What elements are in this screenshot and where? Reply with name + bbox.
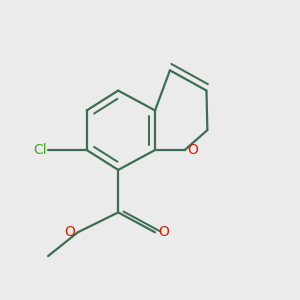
Text: O: O <box>64 225 75 239</box>
Text: O: O <box>188 143 199 157</box>
Text: Cl: Cl <box>33 143 46 157</box>
Text: O: O <box>158 225 169 239</box>
